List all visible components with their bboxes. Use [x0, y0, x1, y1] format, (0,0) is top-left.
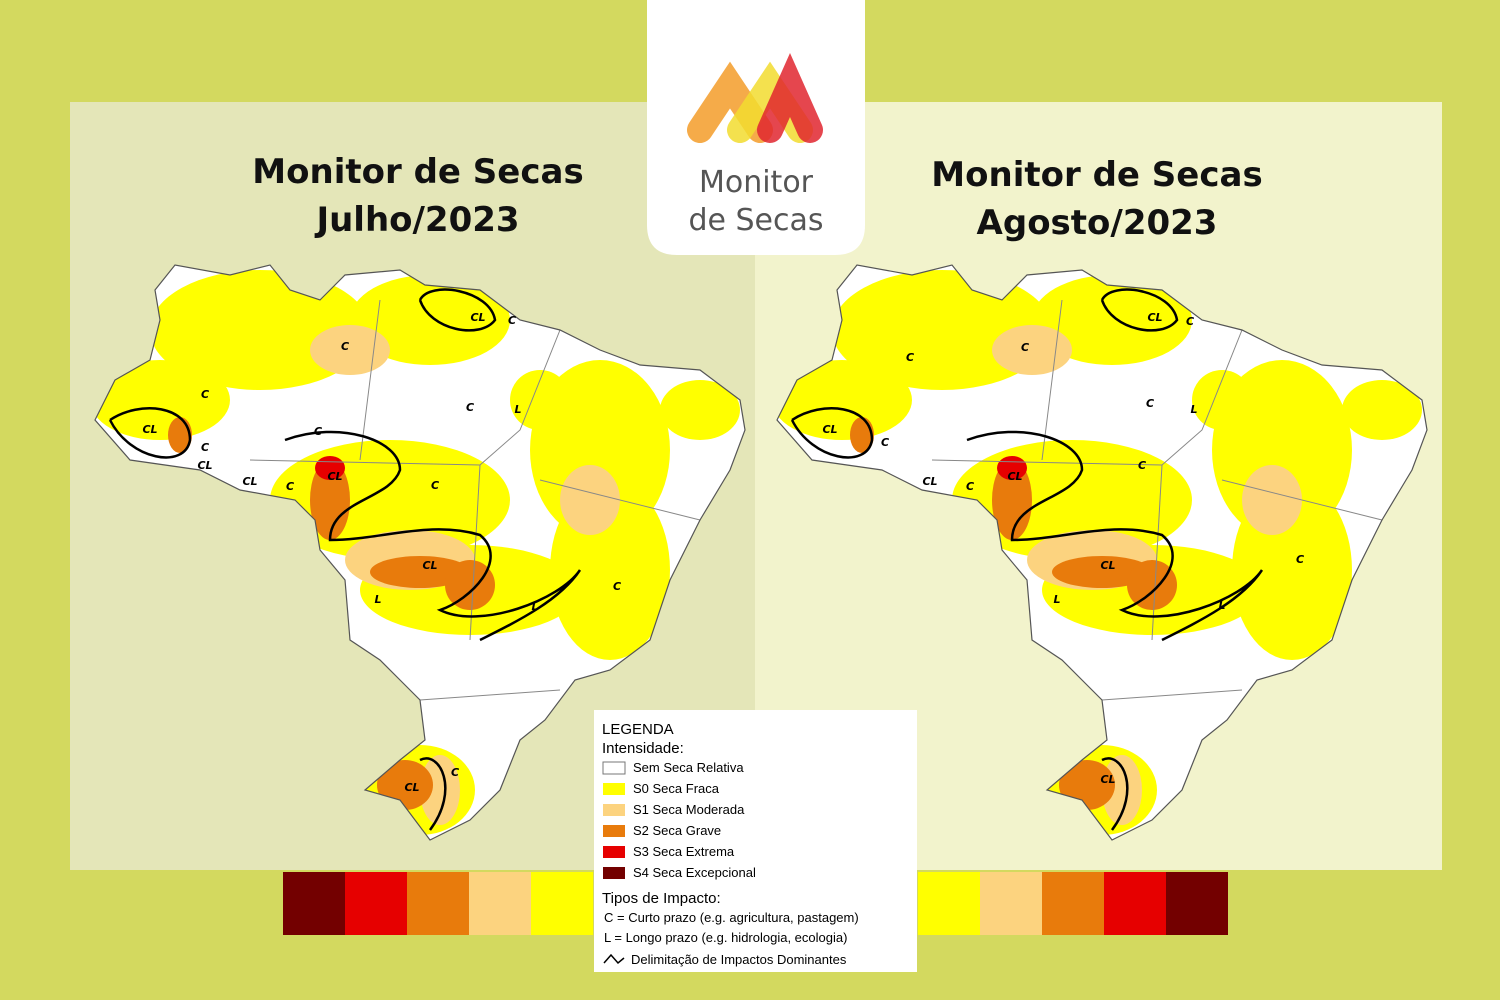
strip-cell: [283, 872, 345, 935]
impact-label: C: [201, 388, 209, 401]
impact-label: C: [613, 580, 621, 593]
impact-label: CL: [242, 475, 257, 488]
logo-text: de Secas: [688, 203, 823, 238]
impact-label: CL: [422, 559, 437, 572]
impact-label: CL: [197, 459, 212, 472]
impact-label: CL: [822, 423, 837, 436]
legend-swatch: [603, 804, 625, 816]
legend-text: C = Curto prazo (e.g. agricultura, pasta…: [604, 910, 859, 925]
impact-label: C: [508, 314, 516, 327]
impact-label: CL: [1147, 311, 1162, 324]
legend-subtitle: Tipos de Impacto:: [602, 890, 721, 907]
legend-label: S1 Seca Moderada: [633, 802, 745, 817]
map-title: Monitor de Secas: [931, 155, 1262, 195]
map-title: Julho/2023: [314, 200, 519, 240]
legend-label: Sem Seca Relativa: [633, 760, 744, 775]
legend-box: [594, 710, 917, 972]
impact-label: L: [514, 403, 521, 416]
strip-cell: [407, 872, 469, 935]
strip-cell: [531, 872, 593, 935]
legend: LEGENDA Intensidade: Tipos de Impacto: C…: [602, 721, 859, 967]
legend-swatch: [603, 825, 625, 837]
impact-label: CL: [404, 781, 419, 794]
legend-label: S0 Seca Fraca: [633, 781, 720, 796]
impact-label: L: [374, 593, 381, 606]
legend-swatch: [603, 867, 625, 879]
impact-label: CL: [1007, 470, 1022, 483]
impact-label: C: [881, 436, 889, 449]
logo-text: Monitor: [699, 165, 814, 200]
impact-label: CL: [922, 475, 937, 488]
impact-label: L: [1053, 593, 1060, 606]
legend-subtitle: Intensidade:: [602, 740, 684, 757]
impact-label: L: [531, 600, 538, 613]
impact-label: C: [966, 480, 974, 493]
impact-label: C: [286, 480, 294, 493]
legend-label: S3 Seca Extrema: [633, 844, 735, 859]
impact-label: C: [906, 351, 914, 364]
impact-label: CL: [142, 423, 157, 436]
impact-label: C: [1138, 459, 1146, 472]
legend-title: LEGENDA: [602, 721, 674, 738]
impact-label: C: [466, 401, 474, 414]
impact-label: CL: [470, 311, 485, 324]
impact-label: C: [341, 340, 349, 353]
legend-label: S4 Seca Excepcional: [633, 865, 756, 880]
logo-mark: [687, 52, 823, 143]
strip-cell: [1104, 872, 1166, 935]
legend-label: S2 Seca Grave: [633, 823, 721, 838]
boundary-icon: [603, 953, 625, 965]
strip-cell: [1166, 872, 1228, 935]
impact-label: C: [1021, 341, 1029, 354]
impact-label: CL: [1100, 773, 1115, 786]
strip-cell: [918, 872, 980, 935]
impact-label: C: [431, 479, 439, 492]
impact-label: C: [1146, 397, 1154, 410]
impact-label: C: [1296, 553, 1304, 566]
impact-label: C: [451, 766, 459, 779]
legend-swatch: [603, 783, 625, 795]
map-title: Agosto/2023: [977, 203, 1218, 243]
impact-label: C: [1186, 315, 1194, 328]
strip-cell: [469, 872, 531, 935]
impact-label: C: [201, 441, 209, 454]
impact-label: L: [1190, 403, 1197, 416]
impact-label: CL: [327, 470, 342, 483]
legend-swatch: [602, 761, 626, 775]
color-strip: [283, 872, 1228, 935]
strip-cell: [980, 872, 1042, 935]
legend-text: L = Longo prazo (e.g. hidrologia, ecolog…: [604, 930, 847, 945]
impact-label: C: [314, 425, 322, 438]
map-title: Monitor de Secas: [252, 152, 583, 192]
impact-label: L: [1218, 599, 1225, 612]
impact-label: CL: [1100, 559, 1115, 572]
strip-cell: [345, 872, 407, 935]
strip-cell: [1042, 872, 1104, 935]
legend-swatch: [603, 846, 625, 858]
legend-text: Delimitação de Impactos Dominantes: [631, 952, 847, 967]
